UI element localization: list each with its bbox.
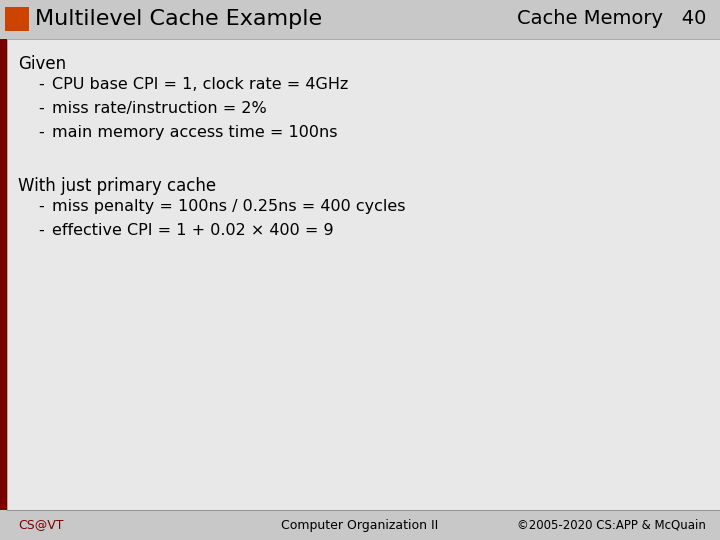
Text: -: - <box>38 199 44 214</box>
Text: miss rate/instruction = 2%: miss rate/instruction = 2% <box>52 101 266 116</box>
Text: main memory access time = 100ns: main memory access time = 100ns <box>52 125 338 140</box>
Text: CPU base CPI = 1, clock rate = 4GHz: CPU base CPI = 1, clock rate = 4GHz <box>52 77 348 92</box>
Text: CS@VT: CS@VT <box>18 518 63 531</box>
Text: -: - <box>38 101 44 116</box>
FancyBboxPatch shape <box>0 0 720 38</box>
Text: Computer Organization II: Computer Organization II <box>282 518 438 531</box>
Text: effective CPI = 1 + 0.02 × 400 = 9: effective CPI = 1 + 0.02 × 400 = 9 <box>52 223 333 238</box>
Text: -: - <box>38 77 44 92</box>
Text: miss penalty = 100ns / 0.25ns = 400 cycles: miss penalty = 100ns / 0.25ns = 400 cycl… <box>52 199 405 214</box>
Text: Given: Given <box>18 55 66 73</box>
Text: -: - <box>38 223 44 238</box>
FancyBboxPatch shape <box>5 7 29 31</box>
Text: Multilevel Cache Example: Multilevel Cache Example <box>35 9 322 29</box>
FancyBboxPatch shape <box>0 39 7 510</box>
Text: ©2005-2020 CS:APP & McQuain: ©2005-2020 CS:APP & McQuain <box>517 518 706 531</box>
Text: -: - <box>38 125 44 140</box>
Text: Cache Memory   40: Cache Memory 40 <box>517 10 706 29</box>
FancyBboxPatch shape <box>7 39 720 510</box>
Text: With just primary cache: With just primary cache <box>18 177 216 195</box>
